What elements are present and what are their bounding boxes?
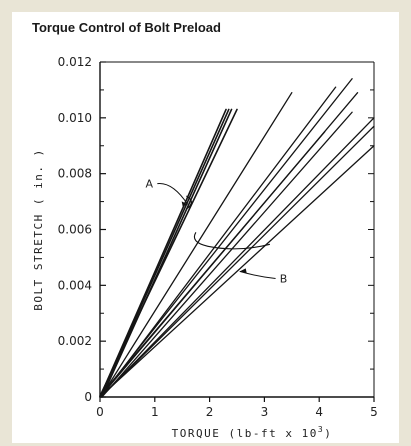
y-tick-label: 0.002 [58, 334, 92, 348]
chart-frame: Torque Control of Bolt Preload 0 0.002 0.0… [12, 12, 399, 443]
y-tick-label: 0.010 [58, 111, 92, 125]
group-a-bracket [186, 195, 193, 210]
series-line-a [99, 108, 238, 397]
series-line-a [101, 108, 233, 398]
annotation-arrowhead-b [239, 268, 247, 274]
series-line-b [101, 125, 375, 397]
series-line-b [100, 92, 293, 398]
y-tick-label: 0.012 [58, 55, 92, 69]
y-tick-label: 0 [84, 390, 92, 404]
x-tick-label: 1 [151, 405, 159, 419]
series-line-b [100, 117, 375, 398]
x-axis-label-close: ) [324, 427, 332, 440]
series-line-a [99, 108, 227, 398]
series-line-b [99, 145, 375, 398]
y-axis-label: BOLT STRETCH ( in. ) [32, 148, 45, 310]
x-tick-label: 3 [261, 405, 269, 419]
chart-svg: 0 0.002 0.004 0.006 0.008 0.010 0.012 0 1 2 3 4 5 TOR… [32, 55, 378, 440]
x-axis-label: TORQUE (lb-ft x 103) [172, 425, 333, 440]
x-tick-label: 5 [370, 405, 378, 419]
x-axis-label-exponent: 3 [318, 425, 324, 434]
series-line-b [99, 78, 353, 398]
chart-title: Torque Control of Bolt Preload [32, 20, 221, 35]
annotation-label-a: A [146, 178, 154, 191]
x-tick-label: 4 [315, 405, 323, 419]
annotation-arrow-a [157, 183, 189, 205]
series-line-b [99, 131, 326, 397]
x-tick-label: 0 [96, 405, 104, 419]
x-tick-label: 2 [206, 405, 214, 419]
y-tick-label: 0.008 [58, 167, 92, 181]
y-tick-label: 0.004 [58, 278, 92, 292]
y-tick-label: 0.006 [58, 223, 92, 237]
group-b-bracket [193, 232, 271, 250]
annotation-label-b: B [280, 273, 288, 286]
series-line-b [101, 111, 353, 398]
annotation-arrowhead-a [181, 201, 188, 207]
